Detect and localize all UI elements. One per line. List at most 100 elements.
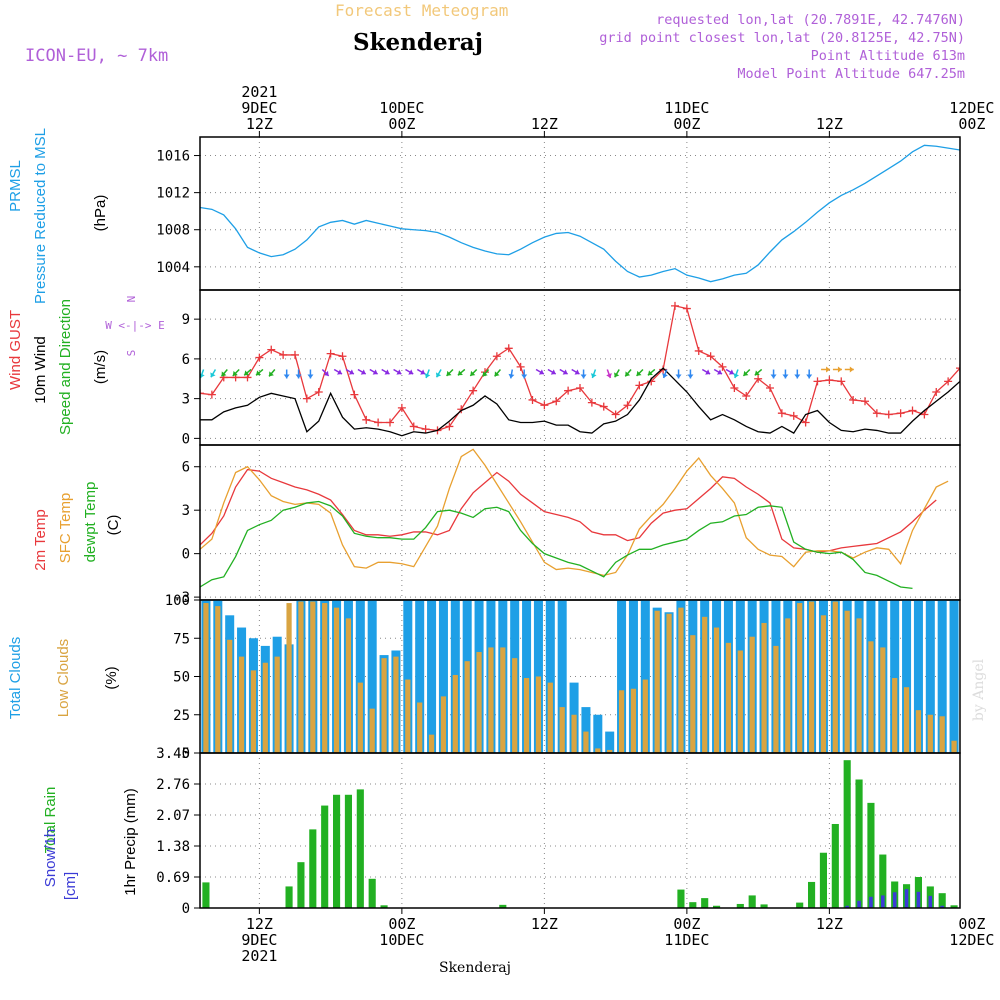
wind-arrow-head xyxy=(396,369,402,375)
low-cloud-bar xyxy=(844,610,850,753)
gust-marker xyxy=(326,349,335,358)
low-cloud-bar xyxy=(797,603,803,753)
rain-bar xyxy=(499,904,507,908)
total-cloud-bar xyxy=(890,600,900,753)
gust-marker xyxy=(706,352,715,361)
gust-marker xyxy=(980,338,988,346)
bottom-time-label: 00Z xyxy=(388,915,415,933)
low-cloud-bar xyxy=(203,603,209,753)
wind-plot-area xyxy=(200,301,1000,437)
rain-bar xyxy=(938,893,946,908)
gust-marker xyxy=(635,381,644,390)
gust-marker xyxy=(564,386,573,395)
gust-marker xyxy=(801,418,810,427)
total-cloud-bar xyxy=(925,600,935,753)
total-cloud-bar xyxy=(545,600,555,753)
rain-bar xyxy=(808,881,816,908)
low-cloud-bar xyxy=(690,635,696,753)
gust-marker xyxy=(908,406,917,415)
top-time-label: 12DEC xyxy=(949,99,994,117)
low-cloud-bar xyxy=(820,615,827,753)
wind-arrow-head xyxy=(457,370,463,376)
low-cloud-bar xyxy=(737,650,743,753)
gust-marker xyxy=(516,362,525,371)
rain-bar xyxy=(356,789,364,908)
wind-arrow-head xyxy=(743,370,749,376)
low-cloud-bar xyxy=(702,616,708,753)
station-title: Skenderaj xyxy=(353,29,483,56)
low-cloud-bar xyxy=(238,656,245,753)
gust-marker xyxy=(944,377,953,386)
snow-bar xyxy=(845,905,849,908)
low-cloud-bar xyxy=(761,622,767,753)
total-cloud-bar xyxy=(617,600,627,753)
low-cloud-bar xyxy=(535,676,542,753)
rain-bar xyxy=(297,862,305,908)
gust-marker xyxy=(576,384,584,393)
snow-bar xyxy=(857,900,861,908)
temperature-series-line-sfc-temp xyxy=(200,448,949,577)
wind-arrow-head xyxy=(675,374,682,379)
low-cloud-bar xyxy=(595,748,601,753)
total-cloud-bar xyxy=(949,600,959,753)
gust-marker xyxy=(267,345,276,354)
wind-arrow-head xyxy=(625,371,631,377)
gust-marker xyxy=(932,388,941,397)
wind-panel: 0 3 6 9 Wind GUST 10m Wind Speed and Direction… xyxy=(7,289,1000,447)
wind-arrow-head xyxy=(782,374,789,379)
wind-arrow-head xyxy=(837,366,842,373)
rain-bar xyxy=(760,904,768,908)
wind-axis-label: Speed and Direction xyxy=(57,299,74,435)
low-cloud-bar xyxy=(927,714,933,753)
gust-marker xyxy=(992,323,1000,331)
top-time-label: 11DEC xyxy=(664,99,709,117)
low-cloud-bar xyxy=(428,734,435,753)
rain-bar xyxy=(855,779,863,908)
gust-marker xyxy=(956,364,960,373)
low-cloud-bar xyxy=(618,690,625,753)
gust-marker xyxy=(813,377,822,386)
low-cloud-bar xyxy=(523,678,530,753)
wind-arrow-head xyxy=(687,374,694,379)
temperature-series-line-2m-temp xyxy=(200,468,937,553)
wind-arrow-head xyxy=(372,369,378,375)
wind-arrow-head xyxy=(705,369,711,375)
rain-bar xyxy=(950,905,958,908)
gust-marker xyxy=(207,390,216,399)
clouds-y-tick-label: 100 xyxy=(165,593,190,609)
low-cloud-bar xyxy=(345,618,352,753)
wind-arrow-head xyxy=(210,372,216,378)
product-title: Forecast Meteogram xyxy=(335,1,508,20)
precip-axis-label: Total Rain xyxy=(42,787,59,854)
low-cloud-bar xyxy=(274,656,280,753)
wind-y-tick-label: 3 xyxy=(182,392,190,408)
total-cloud-bar xyxy=(937,600,947,753)
wind-arrow-head xyxy=(221,371,227,377)
clouds-axis-label: Total Clouds xyxy=(7,637,24,720)
low-cloud-bar xyxy=(500,647,506,753)
bottom-time-label: 10DEC xyxy=(379,931,424,949)
top-time-label: 00Z xyxy=(673,115,700,133)
rain-bar xyxy=(713,905,721,908)
low-cloud-bar xyxy=(250,670,257,753)
low-cloud-bar xyxy=(357,682,363,753)
low-cloud-bar xyxy=(512,658,518,753)
temperature-axis-label: 2m Temp xyxy=(32,509,49,570)
total-cloud-bar xyxy=(581,707,591,753)
clouds-axis-label: (%) xyxy=(103,666,120,689)
gust-marker xyxy=(386,418,394,427)
wind-y-tick-label: 9 xyxy=(182,312,190,328)
clouds-y-tick-label: 75 xyxy=(173,631,190,647)
gust-marker xyxy=(611,410,620,419)
rain-bar xyxy=(380,905,388,908)
snow-bar xyxy=(869,896,873,908)
temperature-axis-label: (C) xyxy=(105,515,122,536)
top-time-label: 10DEC xyxy=(379,99,424,117)
bottom-time-label: 11DEC xyxy=(664,931,709,949)
rain-bar xyxy=(321,805,329,908)
low-cloud-bar xyxy=(417,702,423,753)
gust-marker xyxy=(742,391,751,400)
precip-y-tick-label: 2.07 xyxy=(156,808,190,824)
rain-bar xyxy=(333,794,341,908)
